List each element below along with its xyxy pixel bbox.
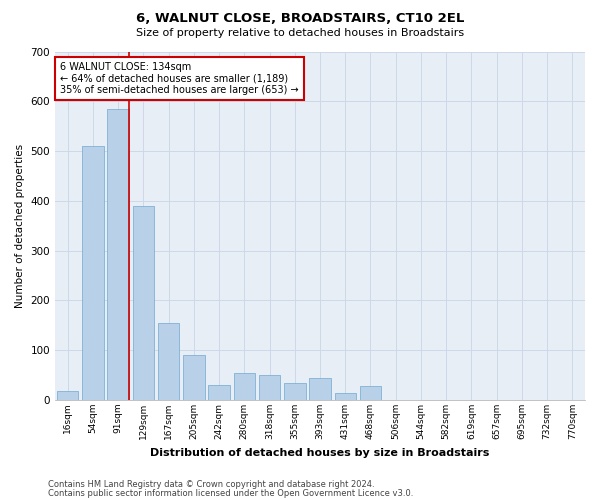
Bar	[233, 372, 255, 400]
Bar	[82, 146, 104, 400]
Text: Contains HM Land Registry data © Crown copyright and database right 2024.: Contains HM Land Registry data © Crown c…	[48, 480, 374, 489]
Bar	[309, 378, 331, 400]
Bar	[158, 323, 179, 400]
X-axis label: Distribution of detached houses by size in Broadstairs: Distribution of detached houses by size …	[151, 448, 490, 458]
Y-axis label: Number of detached properties: Number of detached properties	[15, 144, 25, 308]
Text: 6, WALNUT CLOSE, BROADSTAIRS, CT10 2EL: 6, WALNUT CLOSE, BROADSTAIRS, CT10 2EL	[136, 12, 464, 26]
Text: 6 WALNUT CLOSE: 134sqm
← 64% of detached houses are smaller (1,189)
35% of semi-: 6 WALNUT CLOSE: 134sqm ← 64% of detached…	[61, 62, 299, 95]
Bar	[360, 386, 381, 400]
Bar	[259, 375, 280, 400]
Bar	[284, 382, 305, 400]
Bar	[183, 355, 205, 400]
Bar	[57, 391, 79, 400]
Bar	[107, 109, 129, 400]
Text: Contains public sector information licensed under the Open Government Licence v3: Contains public sector information licen…	[48, 488, 413, 498]
Bar	[208, 385, 230, 400]
Text: Size of property relative to detached houses in Broadstairs: Size of property relative to detached ho…	[136, 28, 464, 38]
Bar	[335, 392, 356, 400]
Bar	[133, 206, 154, 400]
